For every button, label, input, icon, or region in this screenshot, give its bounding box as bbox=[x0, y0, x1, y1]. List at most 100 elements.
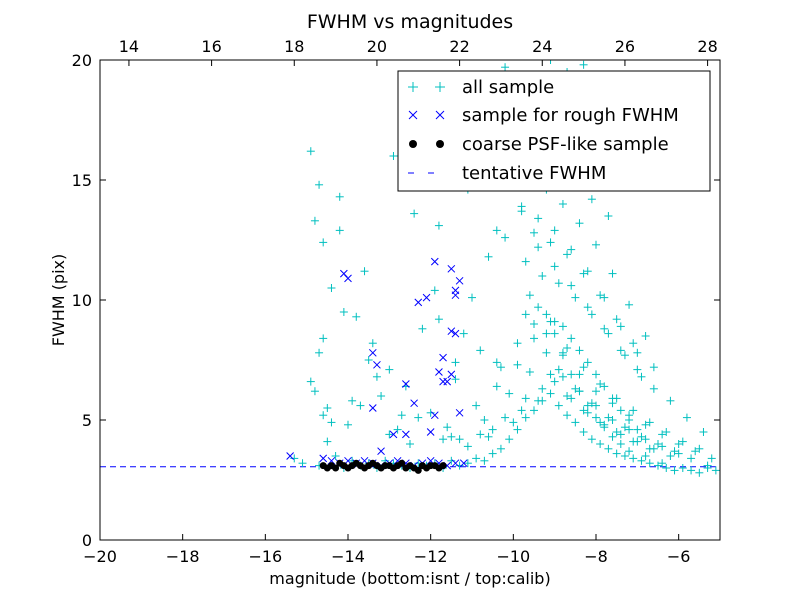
point-all-sample bbox=[558, 351, 567, 360]
point-all-sample bbox=[583, 408, 592, 417]
point-all-sample bbox=[654, 440, 662, 448]
point-all-sample bbox=[480, 416, 489, 424]
legend-item-all-sample: all sample bbox=[408, 77, 554, 98]
point-all-sample bbox=[674, 440, 683, 448]
point-all-sample bbox=[592, 413, 600, 422]
point-all-sample bbox=[579, 406, 588, 415]
point-rough-fwhm bbox=[344, 274, 352, 283]
point-rough-fwhm bbox=[459, 459, 468, 468]
point-all-sample bbox=[534, 243, 543, 252]
point-all-sample bbox=[451, 358, 460, 367]
point-all-sample bbox=[629, 454, 638, 463]
point-all-sample bbox=[567, 394, 576, 403]
point-all-sample bbox=[513, 425, 522, 434]
point-all-sample bbox=[530, 228, 538, 237]
point-all-sample bbox=[298, 459, 307, 468]
point-all-sample bbox=[319, 334, 328, 343]
point-all-sample bbox=[567, 370, 576, 379]
point-all-sample bbox=[608, 394, 617, 403]
point-all-sample bbox=[372, 372, 381, 381]
point-rough-fwhm bbox=[439, 353, 447, 362]
point-all-sample bbox=[587, 195, 596, 204]
legend-marker-x bbox=[408, 110, 445, 120]
point-all-sample bbox=[315, 180, 324, 189]
point-all-sample bbox=[608, 269, 617, 278]
point-all-sample bbox=[385, 430, 394, 439]
point-all-sample bbox=[315, 348, 324, 357]
y-tick-label: 20 bbox=[72, 51, 92, 70]
point-all-sample bbox=[538, 272, 547, 280]
point-all-sample bbox=[571, 384, 580, 393]
legend-item-rough-fwhm: sample for rough FWHM bbox=[408, 105, 679, 126]
point-all-sample bbox=[579, 60, 588, 69]
point-all-sample bbox=[616, 406, 625, 415]
point-all-sample bbox=[335, 192, 344, 201]
point-all-sample bbox=[563, 392, 572, 400]
y-tick-label: 0 bbox=[82, 531, 92, 550]
point-all-sample bbox=[484, 252, 493, 261]
x-tick-label: −18 bbox=[166, 547, 200, 566]
legend-marker-dot-2 bbox=[436, 140, 444, 148]
point-all-sample bbox=[592, 387, 600, 396]
legend-marker-plus bbox=[408, 82, 445, 92]
point-all-sample bbox=[583, 401, 592, 410]
top-tick-label: 20 bbox=[367, 37, 387, 56]
point-all-sample bbox=[496, 363, 505, 372]
legend-label-all-sample: all sample bbox=[462, 77, 554, 98]
point-all-sample bbox=[587, 310, 596, 319]
point-all-sample bbox=[616, 346, 625, 355]
point-all-sample bbox=[406, 440, 414, 448]
point-all-sample bbox=[484, 432, 493, 441]
point-rough-fwhm bbox=[430, 411, 439, 420]
point-all-sample bbox=[666, 396, 675, 405]
point-all-sample bbox=[579, 428, 588, 436]
point-all-sample bbox=[310, 216, 319, 225]
point-all-sample bbox=[563, 344, 572, 352]
point-all-sample bbox=[592, 240, 600, 249]
point-all-sample bbox=[670, 447, 679, 456]
point-all-sample bbox=[558, 322, 567, 331]
point-all-sample bbox=[356, 401, 365, 410]
point-rough-fwhm bbox=[443, 377, 452, 386]
top-tick-label: 18 bbox=[284, 37, 304, 56]
point-all-sample bbox=[596, 380, 605, 388]
point-all-sample bbox=[600, 423, 609, 432]
point-all-sample bbox=[625, 425, 634, 434]
point-rough-fwhm bbox=[368, 348, 377, 357]
point-all-sample bbox=[476, 430, 485, 439]
point-all-sample bbox=[678, 464, 687, 472]
point-all-sample bbox=[319, 238, 328, 247]
point-all-sample bbox=[592, 401, 600, 410]
point-all-sample bbox=[476, 346, 485, 355]
point-all-sample bbox=[703, 461, 712, 470]
point-all-sample bbox=[575, 346, 584, 355]
point-all-sample bbox=[633, 348, 642, 357]
point-all-sample bbox=[662, 428, 671, 436]
point-all-sample bbox=[707, 454, 716, 463]
point-all-sample bbox=[620, 351, 629, 360]
point-psf-like bbox=[439, 462, 447, 470]
point-all-sample bbox=[546, 238, 555, 247]
point-all-sample bbox=[699, 428, 708, 436]
point-all-sample bbox=[385, 365, 394, 374]
point-all-sample bbox=[534, 214, 543, 223]
point-all-sample bbox=[447, 432, 456, 441]
point-all-sample bbox=[616, 430, 625, 439]
point-all-sample bbox=[654, 461, 662, 470]
point-all-sample bbox=[542, 310, 551, 319]
point-rough-fwhm bbox=[451, 459, 460, 468]
point-all-sample bbox=[616, 322, 625, 331]
point-all-sample bbox=[682, 413, 691, 422]
point-all-sample bbox=[629, 406, 638, 415]
point-rough-fwhm bbox=[389, 430, 398, 439]
point-rough-fwhm bbox=[286, 452, 294, 460]
x-tick-label: −8 bbox=[584, 547, 608, 566]
point-all-sample bbox=[517, 202, 526, 211]
point-all-sample bbox=[335, 226, 344, 235]
point-rough-fwhm bbox=[410, 399, 418, 408]
point-all-sample bbox=[711, 466, 720, 475]
point-all-sample bbox=[641, 435, 650, 444]
point-all-sample bbox=[629, 437, 638, 446]
point-all-sample bbox=[468, 293, 476, 302]
